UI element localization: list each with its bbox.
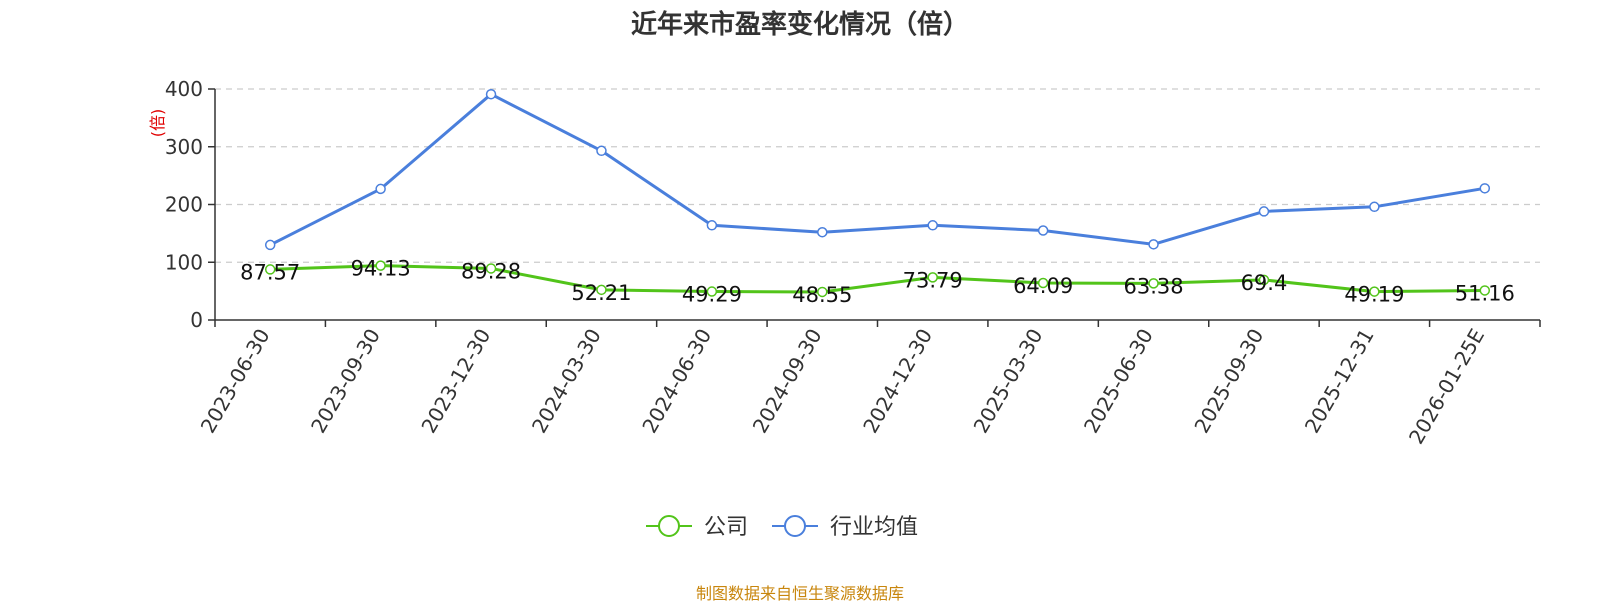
x-tick-label: 2024-12-30 xyxy=(858,324,937,437)
data-point[interactable] xyxy=(1037,277,1049,289)
x-tick-label: 2024-09-30 xyxy=(748,325,827,438)
data-label: 73.79 xyxy=(903,268,963,292)
data-point[interactable] xyxy=(596,284,607,296)
y-tick-label: 300 xyxy=(165,135,203,159)
data-point[interactable] xyxy=(817,286,828,298)
x-tick-label: 2023-12-30 xyxy=(416,324,495,437)
data-point[interactable] xyxy=(1037,225,1049,236)
data-point[interactable] xyxy=(1258,274,1270,286)
x-tick-label: 2025-06-30 xyxy=(1079,325,1158,438)
legend-circle-marker xyxy=(658,515,680,537)
data-label: 49.19 xyxy=(1344,283,1404,307)
x-tick-label: 2023-09-30 xyxy=(306,325,385,438)
data-label: 49.29 xyxy=(682,283,742,307)
data-label: 64.09 xyxy=(1013,274,1073,298)
data-point[interactable] xyxy=(817,226,828,238)
series-line xyxy=(270,264,1485,294)
data-point[interactable] xyxy=(927,220,938,231)
legend: 公司 行业均值 xyxy=(646,515,918,540)
data-point[interactable] xyxy=(1258,206,1270,217)
data-label: 48.55 xyxy=(792,283,852,307)
data-point[interactable] xyxy=(1148,239,1159,250)
chart-title: 近年来市盈率变化情况（倍） xyxy=(630,10,969,40)
data-point[interactable] xyxy=(1369,286,1380,297)
x-tick-labels: 2023-06-30 2023-09-30 2023-12-30 2024-03-30… xyxy=(196,324,1489,448)
data-label: 51.16 xyxy=(1455,281,1515,305)
data-label: 63.38 xyxy=(1123,274,1183,298)
data-labels: 87.57 94.13 89.28 52.21 49.29 48.55 73.79 64.09… xyxy=(240,257,1515,307)
data-point[interactable] xyxy=(927,272,938,283)
legend-circle-marker xyxy=(784,515,806,537)
x-tick-label: 2026-01-25E xyxy=(1404,325,1489,449)
x-tick-label: 2025-09-30 xyxy=(1189,325,1268,438)
grid-lines xyxy=(215,88,1540,263)
data-point[interactable] xyxy=(485,263,497,274)
data-label: 89.28 xyxy=(461,259,521,283)
legend-label: 行业均值 xyxy=(830,515,918,540)
data-point[interactable] xyxy=(706,220,718,231)
y-tick-label: 400 xyxy=(165,77,203,101)
series-lines xyxy=(264,88,1491,298)
axes xyxy=(208,88,1541,327)
data-label: 94.13 xyxy=(351,257,411,281)
data-point[interactable] xyxy=(375,183,386,195)
data-label: 69.4 xyxy=(1241,271,1288,295)
data-point[interactable] xyxy=(1479,183,1491,194)
data-point[interactable] xyxy=(596,145,607,157)
x-tick-label: 2025-03-30 xyxy=(969,325,1048,438)
y-axis-unit-label: (倍) xyxy=(148,109,167,138)
data-point[interactable] xyxy=(1148,278,1159,289)
data-label: 87.57 xyxy=(240,260,300,284)
y-tick-label: 0 xyxy=(190,308,203,332)
y-tick-labels: 0 100 200 300 400 xyxy=(165,77,203,332)
legend-label: 公司 xyxy=(704,515,748,540)
y-tick-label: 200 xyxy=(165,193,203,217)
data-point[interactable] xyxy=(1369,201,1380,213)
data-point[interactable] xyxy=(375,260,386,271)
series-line xyxy=(269,92,1486,247)
data-point[interactable] xyxy=(485,88,497,100)
y-tick-label: 100 xyxy=(165,250,203,274)
source-note: 制图数据来自恒生聚源数据库 xyxy=(695,584,904,603)
data-label: 52.21 xyxy=(571,281,631,305)
x-tick-label: 2025-12-31 xyxy=(1300,325,1379,438)
legend-item[interactable]: 行业均值 xyxy=(772,515,918,540)
data-point[interactable] xyxy=(264,264,276,275)
data-point[interactable] xyxy=(1479,285,1491,296)
x-tick-label: 2024-03-30 xyxy=(527,325,606,438)
x-tick-label: 2023-06-30 xyxy=(196,325,275,438)
data-point[interactable] xyxy=(264,239,276,251)
legend-item[interactable]: 公司 xyxy=(646,515,748,540)
x-tick-label: 2024-06-30 xyxy=(637,325,716,438)
data-point[interactable] xyxy=(706,286,718,297)
